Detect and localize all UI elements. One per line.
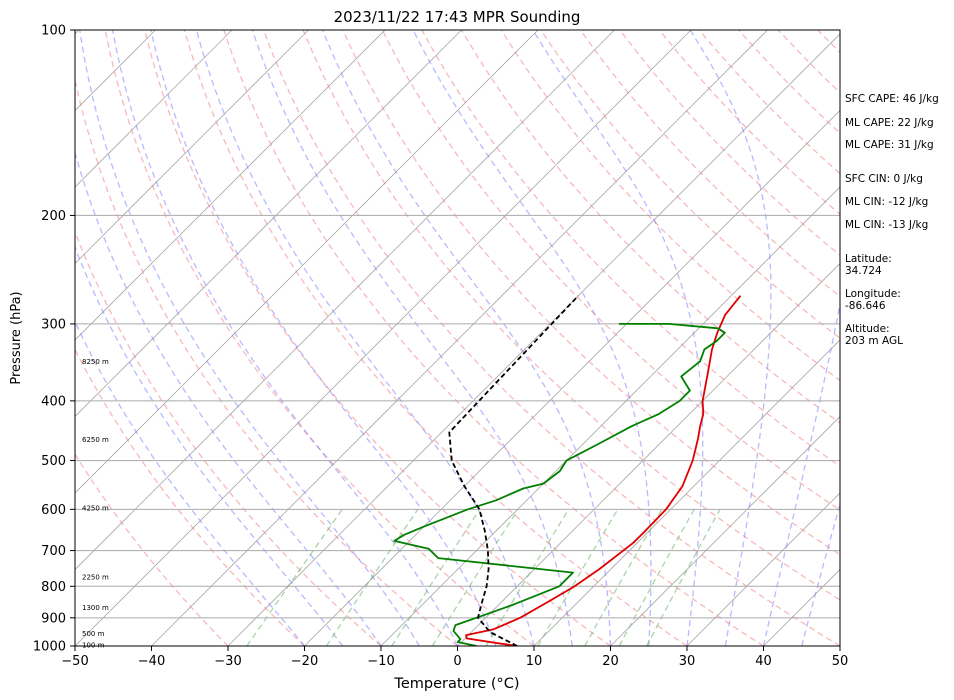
isotherm-line [227,33,840,646]
dry-adiabat-line [223,30,764,646]
y-tick-label: 500 [41,454,66,469]
moist-adiabat-line [75,150,382,646]
x-tick-label: −30 [214,654,241,669]
isotherm-line [75,30,386,341]
moist-adiabat-line [532,30,704,646]
mixing-ratio-line [431,508,519,646]
x-tick-label: 30 [679,654,696,669]
isotherm-line [457,262,840,646]
ml-cin-label: ML CIN: -12 J/kg [845,196,929,208]
background-lines [0,30,840,646]
isotherm-line [610,415,840,646]
x-tick-label: −10 [367,654,394,669]
sfc-cin-label: SFC CIN: 0 J/kg [845,173,923,185]
x-tick-label: 20 [602,654,619,669]
height-labels: 100 m 500 m 1300 m 2250 m 4250 m 6250 m 8250 m [82,358,109,650]
dry-adiabat-line [104,30,535,646]
x-tick-label: −20 [291,654,318,669]
isotherm-line [75,30,692,646]
ml-cin-label-2: ML CIN: -13 J/kg [845,219,929,231]
x-tick-label: 0 [453,654,461,669]
mixing-ratio-line [618,508,695,646]
moist-adiabat-line [195,30,535,646]
dry-adiabat-line [75,452,229,646]
mixing-ratio-line [537,508,619,646]
mixing-ratio-line [646,508,721,646]
mixing-ratio-line [584,508,663,646]
isotherm-line [151,30,768,646]
mixing-ratio-line [485,508,570,646]
mixing-ratio-line [246,508,343,646]
moist-adiabat-line [251,30,573,646]
isotherm-line [75,30,462,418]
height-label: 8250 m [82,358,109,366]
moist-adiabat-line [689,30,772,646]
dry-adiabat-line [183,30,688,646]
y-tick-label: 700 [41,544,66,559]
y-tick-label: 600 [41,503,66,518]
isotherm-line [75,30,539,494]
mixing-ratio-line [325,508,419,646]
moist-adiabat-line [111,30,459,646]
temperature-profile [465,295,742,646]
y-tick-label: 800 [41,580,66,595]
dry-adiabat-line [75,230,382,646]
sounding-info-panel: SFC CAPE: 46 J/kg ML CAPE: 22 J/kg ML CA… [845,0,954,700]
sounding-profiles [393,295,742,646]
dry-adiabat-line [262,30,840,646]
ml-cape-label: ML CAPE: 22 J/kg [845,117,934,129]
height-label: 2250 m [82,573,109,581]
ml-cape-label-2: ML CAPE: 31 J/kg [845,139,934,151]
y-tick-label: 400 [41,394,66,409]
y-tick-label: 200 [41,209,66,224]
moist-adiabat-line [762,300,840,646]
isotherm-line [533,339,840,646]
height-label: 6250 m [82,436,109,444]
longitude-label: Longitude: -86.646 [845,288,901,312]
y-axis: 100 200 300 400 500 600 700 800 900 1000 [33,24,75,655]
y-tick-label: 1000 [33,640,66,655]
latitude-label: Latitude: 34.724 [845,253,892,277]
moist-adiabat-line [412,30,652,646]
x-tick-label: −50 [61,654,88,669]
y-axis-title: Pressure (hPa) [9,291,24,384]
x-tick-label: 10 [526,654,543,669]
y-tick-label: 900 [41,611,66,626]
height-label: 500 m [82,630,105,638]
parcel-profile [448,295,579,646]
isotherm-line [380,186,840,646]
isotherm-line [686,492,840,646]
moist-adiabat-line [321,30,612,646]
pressure-gridlines [75,30,840,646]
height-label: 100 m [82,641,105,649]
moist-adiabat-line [150,30,497,646]
moist-adiabat-line [79,30,420,646]
dry-adiabat-line [75,77,458,646]
x-tick-label: 40 [755,654,772,669]
dewpoint-profile [393,323,726,646]
dry-adiabat-line [579,30,840,298]
height-label: 1300 m [82,604,109,612]
dry-adiabat-line [75,348,305,646]
isotherm-line [75,30,233,188]
isotherm-line [75,30,615,571]
sfc-cape-label: SFC CAPE: 46 J/kg [845,93,939,105]
dry-adiabat-line [144,30,611,646]
chart-title: 2023/11/22 17:43 MPR Sounding [334,8,581,26]
moist-adiabat-line [801,502,840,646]
x-tick-label: −40 [138,654,165,669]
moist-adiabat-line [75,245,344,646]
height-label: 4250 m [82,505,109,513]
isotherm-line [0,30,3,646]
isotherm-line [75,30,309,265]
y-tick-label: 300 [41,317,66,332]
x-axis: −50 −40 −30 −20 −10 0 10 20 30 40 50 [61,646,848,669]
y-tick-label: 100 [41,24,66,39]
plot-frame [74,29,841,647]
x-tick-label: 50 [832,654,849,669]
altitude-label: Altitude: 203 m AGL [845,323,903,347]
x-axis-title: Temperature (°C) [393,676,519,692]
